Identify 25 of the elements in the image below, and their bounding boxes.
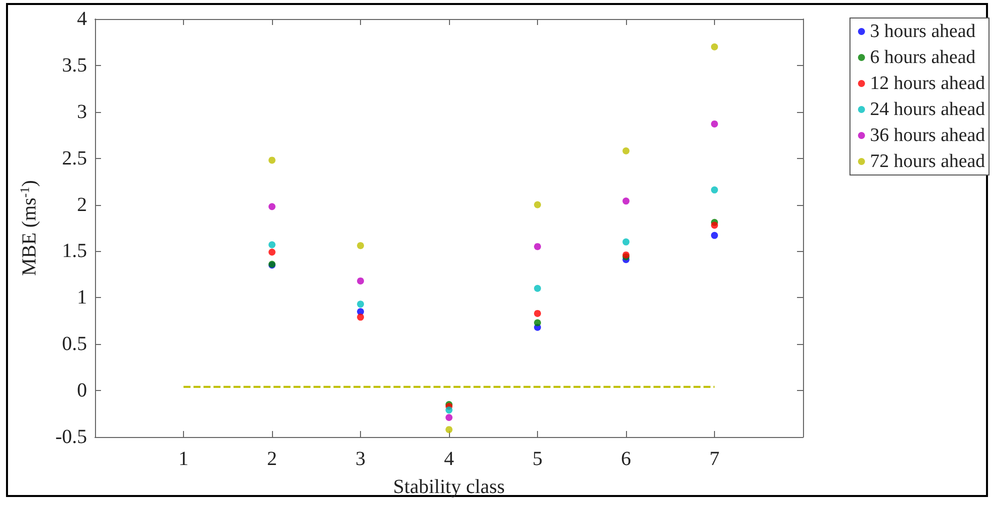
y-tick-label: -0.5 bbox=[55, 426, 87, 448]
legend-label: 72 hours ahead bbox=[870, 151, 986, 172]
x-axis-title: Stability class bbox=[393, 476, 506, 498]
y-tick-label: 1.5 bbox=[62, 240, 87, 262]
y-tick-label: 2.5 bbox=[62, 147, 87, 170]
x-tick-label: 7 bbox=[710, 448, 720, 470]
y-tick-label: 3 bbox=[77, 100, 87, 123]
y-tick-label: 2 bbox=[77, 194, 87, 216]
x-tick-label: 2 bbox=[267, 448, 277, 470]
x-tick-label: 4 bbox=[444, 448, 454, 470]
y-tick-label: 0 bbox=[77, 380, 87, 402]
legend-label: 24 hours ahead bbox=[870, 99, 986, 120]
legend-label: 3 hours ahead bbox=[870, 21, 976, 42]
y-tick-label: 3.5 bbox=[62, 54, 87, 76]
legend-label: 36 hours ahead bbox=[870, 125, 986, 146]
y-tick-label: 0.5 bbox=[62, 333, 87, 356]
y-tick-label: 4 bbox=[77, 8, 87, 30]
x-tick-label: 5 bbox=[532, 448, 542, 470]
y-axis-title: MBE (ms-1) bbox=[17, 180, 40, 276]
x-tick-label: 6 bbox=[621, 448, 631, 470]
y-tick-label: 1 bbox=[77, 286, 87, 309]
x-tick-label: 1 bbox=[178, 448, 188, 470]
x-tick-label: 3 bbox=[356, 448, 366, 470]
legend-label: 12 hours ahead bbox=[870, 73, 986, 94]
legend-label: 6 hours ahead bbox=[870, 47, 976, 68]
